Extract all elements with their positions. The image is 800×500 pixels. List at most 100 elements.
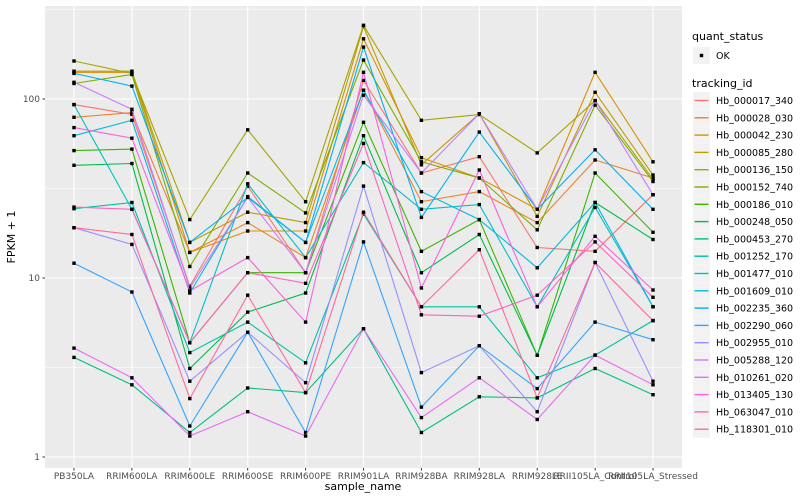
- legend-item: Hb_001252_170: [693, 247, 793, 265]
- data-point: [246, 310, 250, 314]
- series-points-Hb_063047_010: [72, 141, 655, 345]
- data-point: [303, 220, 308, 225]
- legend-item: Hb_000028_030: [693, 109, 793, 127]
- data-point: [303, 229, 308, 233]
- data-point: [188, 284, 192, 288]
- data-point: [361, 23, 366, 27]
- legend-item: Hb_000042_230: [693, 126, 793, 144]
- data-point: [535, 214, 539, 219]
- data-point: [419, 207, 424, 211]
- legend-item-label: Hb_005288_120: [716, 356, 793, 367]
- data-point: [188, 396, 192, 401]
- data-point: [130, 147, 134, 151]
- y-axis-title: FPKM + 1: [5, 211, 18, 264]
- data-point: [303, 381, 308, 385]
- data-point: [303, 434, 308, 438]
- series-points-Hb_005288_120: [72, 80, 655, 290]
- data-point: [535, 305, 539, 309]
- legend-item-label: Hb_000248_050: [716, 217, 793, 228]
- data-point: [593, 320, 597, 324]
- data-point: [303, 291, 308, 295]
- data-point: [593, 366, 597, 371]
- legend-item-label: Hb_063047_010: [716, 407, 793, 418]
- data-point: [593, 234, 597, 238]
- data-point: [593, 171, 597, 175]
- data-point: [651, 295, 655, 299]
- data-point: [246, 128, 250, 132]
- data-point: [246, 386, 250, 390]
- data-point: [246, 293, 250, 297]
- legend-item-label: Hb_002955_010: [716, 338, 793, 349]
- legend-item: Hb_002955_010: [693, 334, 793, 352]
- legend-item-label: Hb_000152_740: [716, 183, 793, 194]
- data-point: [593, 249, 597, 253]
- data-point: [130, 84, 134, 88]
- data-point: [593, 353, 597, 357]
- data-point: [477, 376, 481, 380]
- data-point: [303, 240, 308, 245]
- data-point: [477, 176, 481, 180]
- data-point: [419, 160, 424, 164]
- data-point: [651, 230, 655, 234]
- legend-item: Hb_000136_150: [693, 161, 793, 179]
- data-point: [130, 136, 134, 140]
- data-point: [419, 370, 424, 375]
- legend-item: Hb_118301_010: [693, 420, 793, 438]
- data-point: [477, 112, 481, 116]
- data-point: [188, 240, 192, 245]
- x-tick-label: PB350LA: [54, 472, 95, 482]
- data-point: [535, 207, 539, 211]
- data-point: [72, 102, 76, 107]
- data-point: [651, 193, 655, 197]
- data-point: [477, 130, 481, 134]
- legend-item: Hb_000017_340: [693, 92, 793, 109]
- legend: quant_status OK tracking_id Hb_000017_34…: [692, 30, 793, 438]
- data-point: [419, 118, 424, 122]
- data-point: [188, 430, 192, 435]
- data-point: [477, 248, 481, 252]
- legend-item: Hb_010261_020: [693, 368, 793, 386]
- data-point: [246, 320, 250, 324]
- x-axis-title: sample_name: [325, 480, 402, 493]
- data-point: [419, 313, 424, 317]
- data-point: [361, 210, 366, 214]
- data-point: [535, 151, 539, 155]
- data-point: [477, 314, 481, 318]
- data-point: [651, 318, 655, 323]
- data-point: [419, 215, 424, 220]
- data-point: [361, 141, 366, 146]
- data-point: [303, 361, 308, 365]
- data-point: [361, 45, 366, 49]
- legend-item-label: Hb_000186_010: [716, 200, 793, 211]
- legend-item: Hb_063047_010: [693, 403, 793, 421]
- data-point: [130, 72, 134, 77]
- legend-item-label: Hb_002235_360: [716, 304, 793, 315]
- data-point: [651, 173, 655, 177]
- data-point: [477, 395, 481, 399]
- data-point: [651, 207, 655, 211]
- data-point: [303, 281, 308, 285]
- data-point: [303, 211, 308, 215]
- y-tick-label: 100: [23, 95, 40, 105]
- data-point: [651, 393, 655, 397]
- data-point: [593, 148, 597, 152]
- data-point: [477, 232, 481, 237]
- x-tick-label: RRII105LA_Stressed: [608, 472, 698, 482]
- data-point: [72, 69, 76, 73]
- data-point: [477, 189, 481, 194]
- data-point: [188, 217, 192, 222]
- legend-item: Hb_000085_280: [693, 143, 793, 161]
- data-point: [130, 110, 134, 115]
- data-point: [419, 430, 424, 435]
- data-point: [419, 415, 424, 420]
- data-point: [72, 115, 76, 119]
- data-point: [361, 120, 366, 124]
- series-points-Hb_010261_020: [72, 327, 655, 438]
- data-point: [246, 184, 250, 188]
- data-point: [651, 179, 655, 184]
- legend-item-label: Hb_000028_030: [716, 113, 793, 124]
- legend-items: Hb_000017_340 Hb_000028_030 Hb_000042_230 H…: [693, 92, 793, 438]
- data-point: [361, 160, 366, 165]
